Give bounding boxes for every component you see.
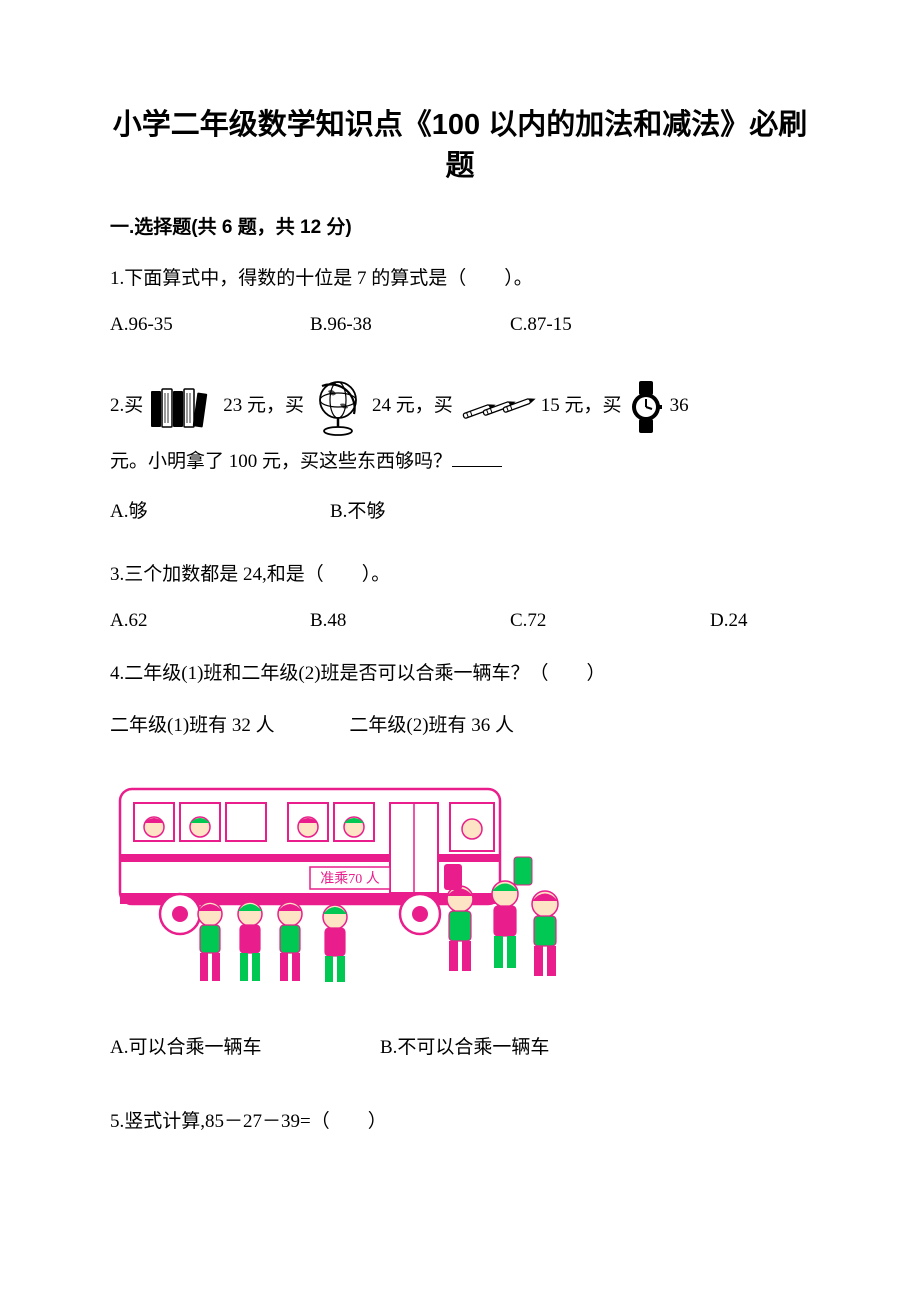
blank-line [452, 466, 502, 467]
question-1: 1.下面算式中，得数的十位是 7 的算式是（ ）。 A.96-35 B.96-3… [110, 265, 810, 340]
q4-options: A.可以合乘一辆车 B.不可以合乘一辆车 [110, 1034, 810, 1063]
q2-line1: 2.买 23 元，买 [110, 376, 810, 438]
page-title: 小学二年级数学知识点《100 以内的加法和减法》必刷题 [110, 105, 810, 186]
child-2 [238, 902, 262, 981]
books-icon [147, 383, 219, 431]
q3-text: 3.三个加数都是 24,和是（ ）。 [110, 561, 810, 590]
q4-info1: 二年级(1)班有 32 人 [110, 715, 275, 736]
bus-label-text: 准乘70 人 [320, 871, 380, 887]
watch-icon [626, 379, 666, 435]
q1-options: A.96-35 B.96-38 C.87-15 [110, 311, 810, 340]
q3-opt-b: B.48 [310, 607, 510, 636]
question-5: 5.竖式计算,85－27－39=（ ） [110, 1108, 810, 1137]
globe-icon [308, 376, 368, 438]
q1-opt-b: B.96-38 [310, 311, 510, 340]
question-2: 2.买 23 元，买 [110, 376, 810, 527]
q1-opt-a: A.96-35 [110, 311, 310, 340]
q2-price3: 15 元，买 [541, 392, 622, 421]
q3-opt-a: A.62 [110, 607, 310, 636]
q1-opt-c: C.87-15 [510, 311, 710, 340]
q3-opt-c: C.72 [510, 607, 710, 636]
q1-text: 1.下面算式中，得数的十位是 7 的算式是（ ）。 [110, 265, 810, 294]
child-3 [278, 902, 302, 981]
q2-price4: 36 [670, 392, 689, 421]
q5-text: 5.竖式计算,85－27－39=（ ） [110, 1108, 810, 1137]
section-header: 一.选择题(共 6 题，共 12 分) [110, 214, 810, 243]
q2-line2: 元。小明拿了 100 元，买这些东西够吗？ [110, 448, 810, 477]
q2-opt-a: A.够 [110, 498, 330, 527]
child-1 [198, 902, 222, 981]
q4-opt-b: B.不可以合乘一辆车 [380, 1034, 549, 1063]
pens-icon [457, 387, 537, 427]
q2-opt-b: B.不够 [330, 498, 530, 527]
q3-options: A.62 B.48 C.72 D.24 [110, 607, 810, 636]
q2-options: A.够 B.不够 [110, 498, 810, 527]
q4-info2: 二年级(2)班有 36 人 [349, 715, 514, 736]
bus-illustration: 准乘70 人 [110, 769, 570, 994]
q4-opt-a: A.可以合乘一辆车 [110, 1034, 380, 1063]
q2-line2-text: 元。小明拿了 100 元，买这些东西够吗？ [110, 451, 452, 472]
q2-price2: 24 元，买 [372, 392, 453, 421]
child-4 [323, 905, 347, 982]
child-7 [532, 891, 558, 976]
question-3: 3.三个加数都是 24,和是（ ）。 A.62 B.48 C.72 D.24 [110, 561, 810, 636]
question-4: 4.二年级(1)班和二年级(2)班是否可以合乘一辆车？（ ） 二年级(1)班有 … [110, 660, 810, 1063]
q2-prefix: 2.买 [110, 392, 143, 421]
q4-text: 4.二年级(1)班和二年级(2)班是否可以合乘一辆车？（ ） [110, 660, 810, 689]
q2-price1: 23 元，买 [223, 392, 304, 421]
q3-opt-d: D.24 [710, 607, 810, 636]
q4-info: 二年级(1)班有 32 人 二年级(2)班有 36 人 [110, 712, 810, 741]
